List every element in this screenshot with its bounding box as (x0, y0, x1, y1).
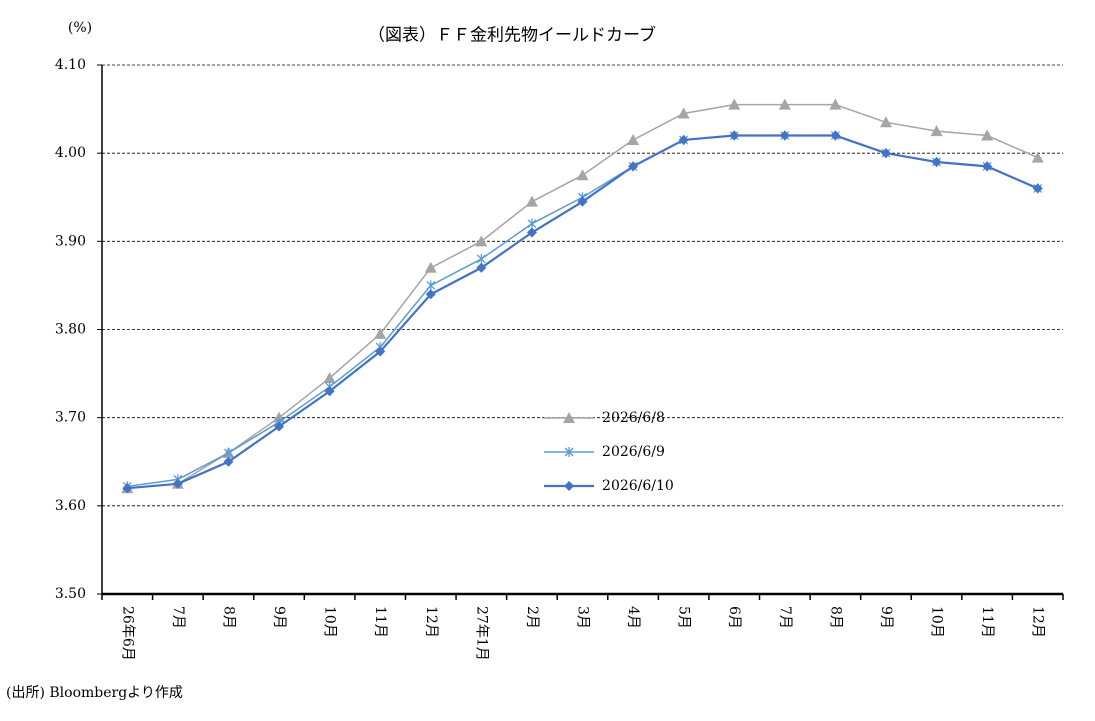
legend-label: 2026/6/9 (602, 444, 665, 460)
data-point (930, 125, 943, 137)
data-point (374, 327, 387, 339)
data-point (778, 98, 791, 110)
data-point (425, 289, 436, 300)
legend-marker (564, 481, 575, 491)
data-point (223, 456, 234, 467)
x-tick-label: 12月 (1030, 606, 1046, 638)
x-tick-label: 11月 (979, 606, 995, 638)
legend-marker (564, 447, 574, 457)
legend-label: 2026/6/8 (602, 410, 665, 426)
data-point (576, 169, 589, 181)
data-point (627, 133, 640, 145)
x-tick-label: 10月 (322, 606, 338, 638)
data-point (628, 161, 639, 172)
x-tick-label: 27年1月 (473, 606, 489, 661)
x-tick-label: 3月 (575, 606, 591, 629)
data-point (172, 478, 183, 489)
legend-marker (563, 412, 576, 423)
x-tick-label: 7月 (777, 606, 793, 629)
data-point (424, 261, 437, 273)
data-point (829, 98, 842, 110)
x-tick-label: 5月 (676, 606, 692, 629)
data-point (880, 148, 891, 159)
x-tick-label: 6月 (726, 606, 742, 629)
legend-label: 2026/6/10 (602, 478, 674, 494)
data-point (375, 346, 386, 357)
data-point (323, 371, 336, 383)
data-point (678, 134, 689, 145)
data-point (526, 227, 537, 238)
data-point (324, 386, 335, 397)
y-tick-label: 3.70 (55, 410, 86, 426)
data-point (476, 253, 486, 264)
x-tick-label: 9月 (271, 606, 287, 629)
x-tick-label: 10月 (929, 606, 945, 638)
data-point (476, 262, 487, 273)
data-point (223, 447, 233, 458)
data-point (982, 161, 993, 172)
x-tick-label: 4月 (625, 606, 641, 629)
data-point (729, 130, 740, 141)
x-tick-label: 8月 (827, 606, 843, 629)
source-note: (出所) Bloombergより作成 (6, 685, 183, 701)
x-tick-label: 9月 (878, 606, 894, 629)
x-tick-label: 2月 (524, 606, 540, 629)
y-tick-label: 3.60 (55, 498, 86, 514)
data-point (527, 218, 537, 229)
series-line (127, 134, 1039, 490)
data-point (274, 421, 285, 432)
data-point (426, 280, 436, 291)
data-point (779, 130, 790, 141)
data-point (981, 129, 994, 141)
x-tick-label: 26年6月 (119, 606, 135, 661)
y-tick-label: 4.10 (55, 57, 86, 73)
data-point (830, 130, 841, 141)
data-point (525, 195, 538, 207)
data-point (475, 235, 488, 247)
data-point (879, 116, 892, 128)
data-point (1032, 183, 1043, 194)
chart-title: （図表）ＦＦ金利先物イールドカーブ (368, 25, 656, 46)
y-tick-label: 3.50 (55, 586, 86, 602)
x-tick-label: 11月 (372, 606, 388, 638)
data-point (931, 156, 942, 167)
y-tick-label: 3.80 (55, 322, 86, 338)
y-axis-label: (%) (68, 20, 92, 36)
data-point (1031, 151, 1044, 163)
y-tick-label: 3.90 (55, 233, 86, 249)
series-line (127, 134, 1039, 488)
data-point (677, 107, 690, 119)
x-tick-label: 12月 (423, 606, 439, 638)
data-point (122, 483, 133, 494)
data-point (728, 98, 741, 110)
x-tick-label: 8月 (220, 606, 236, 629)
y-tick-label: 4.00 (55, 145, 86, 161)
data-point (577, 196, 588, 207)
x-tick-label: 7月 (170, 606, 186, 629)
